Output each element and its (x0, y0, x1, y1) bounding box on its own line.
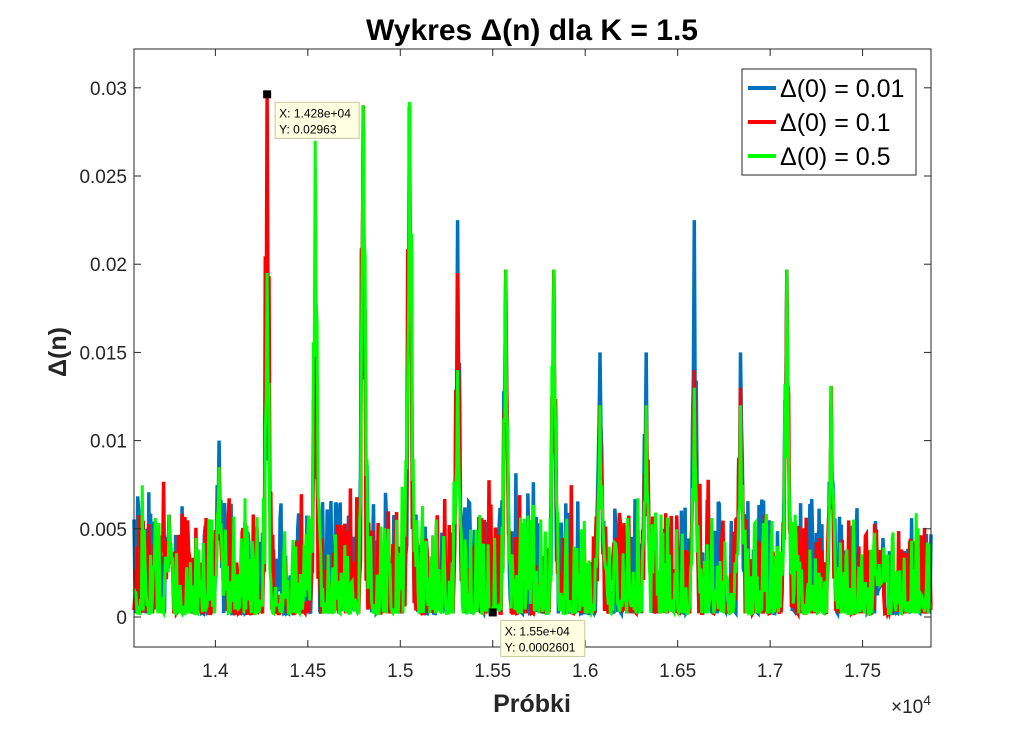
legend-entry-0: Δ(0) = 0.01 (780, 75, 904, 103)
series-layer (132, 94, 933, 621)
y-tick-label: 0.01 (90, 432, 127, 453)
datatip-marker[interactable] (263, 90, 272, 99)
x-axis-title: Próbki (493, 690, 571, 718)
datatip-box (274, 101, 360, 139)
y-tick-label: 0.02 (90, 255, 127, 276)
x-tick-label: 1.5 (387, 661, 413, 682)
ticks-layer: 1.4 1.45 1.5 1.55 1.6 1.65 1.7 1.75 0 0.005 0.01 0.… (79, 49, 931, 682)
legend-entry-1: Δ(0) = 0.1 (780, 109, 891, 137)
x-tick-label: 1.6 (572, 661, 598, 682)
legend: Δ(0) = 0.01 Δ(0) = 0.1 Δ(0) = 0.5 (741, 68, 917, 176)
x-tick-label: 1.7 (757, 661, 783, 682)
datatip-y-label: Y: 0.02963 (279, 122, 337, 136)
x-tick-label: 1.65 (659, 661, 696, 682)
y-tick-label: 0.005 (79, 520, 127, 541)
x-axis-exponent: ×104 (891, 692, 931, 718)
legend-entry-2: Δ(0) = 0.5 (780, 143, 891, 171)
datatip-y-label: Y: 0.0002601 (505, 640, 576, 654)
datatip-x-label: X: 1.55e+04 (505, 624, 570, 638)
y-tick-label: 0 (116, 608, 127, 629)
x-tick-label: 1.55 (474, 661, 511, 682)
datatip-x-label: X: 1.428e+04 (279, 106, 351, 120)
y-tick-label: 0.03 (90, 79, 127, 100)
y-tick-label: 0.025 (79, 167, 127, 188)
datatip-0[interactable]: X: 1.428e+04 Y: 0.02963 (263, 90, 360, 139)
datatip-box (500, 619, 586, 657)
series-line-2 (132, 101, 933, 619)
chart-title: Wykres Δ(n) dla K = 1.5 (366, 14, 698, 47)
x-tick-label: 1.45 (289, 661, 326, 682)
datatip-1[interactable]: X: 1.55e+04 Y: 0.0002601 (488, 608, 586, 657)
datatip-marker[interactable] (488, 608, 497, 617)
x-axis-exponent-power: 4 (923, 692, 931, 708)
x-tick-label: 1.75 (844, 661, 881, 682)
y-tick-label: 0.015 (79, 343, 127, 364)
x-axis-exponent-base: ×10 (891, 697, 923, 718)
x-tick-label: 1.4 (202, 661, 229, 682)
y-axis-title: Δ(n) (44, 327, 72, 377)
datatips-layer: X: 1.428e+04 Y: 0.02963 X: 1.55e+04 Y: 0.00… (263, 90, 586, 657)
